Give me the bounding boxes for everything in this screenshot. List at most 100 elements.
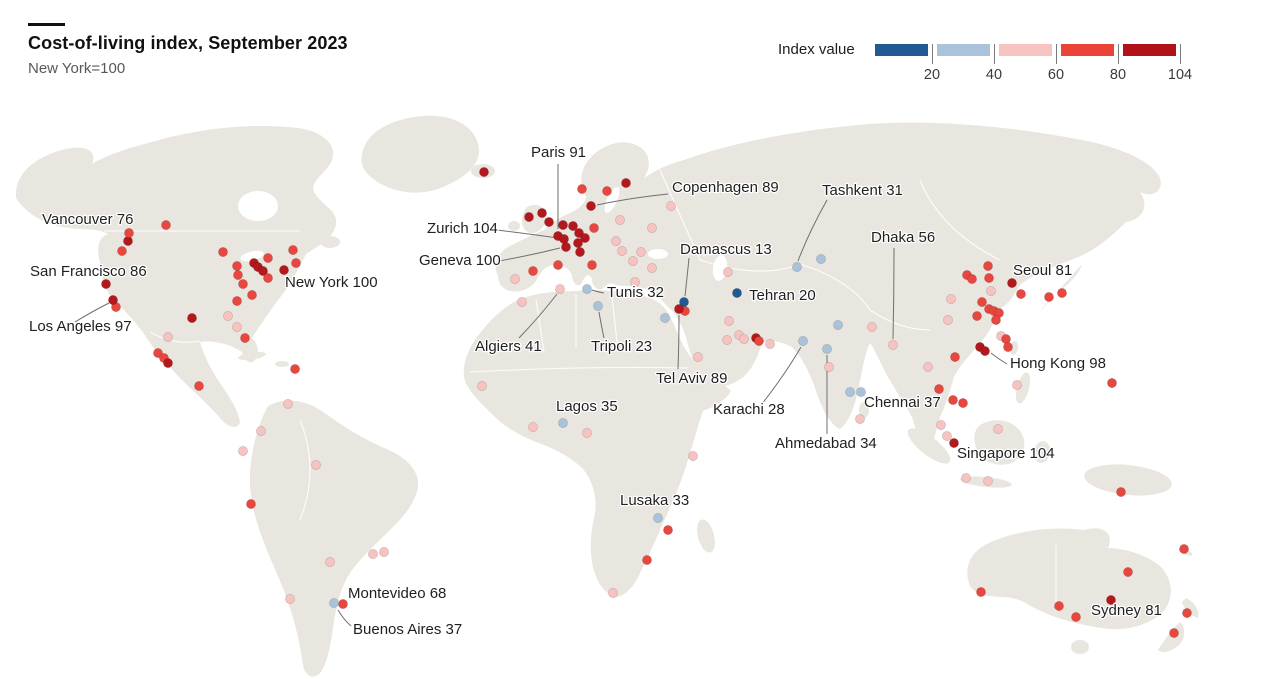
- city-dot-new-york: [279, 265, 289, 275]
- city-dot: [723, 267, 733, 277]
- city-dot: [936, 420, 946, 430]
- city-dot: [972, 311, 982, 321]
- leader-line-hong-kong: [990, 352, 1008, 365]
- city-dot: [950, 352, 960, 362]
- city-dot: [238, 279, 248, 289]
- legend-tick: [994, 44, 995, 64]
- city-dot-buenos-aires: [329, 598, 339, 608]
- city-dot: [161, 220, 171, 230]
- city-label-vancouver: Vancouver 76: [42, 211, 133, 228]
- city-dot: [232, 261, 242, 271]
- city-dot-hong-kong: [980, 346, 990, 356]
- landmass-taiwan: [1009, 341, 1019, 355]
- city-dot: [1169, 628, 1179, 638]
- city-dot: [946, 294, 956, 304]
- city-dot-lusaka: [653, 513, 663, 523]
- leader-line-tunis: [591, 289, 605, 294]
- legend-scale: 20 40 60 80 104: [875, 38, 1235, 94]
- city-dot: [983, 476, 993, 486]
- city-dot: [943, 315, 953, 325]
- city-dot: [368, 549, 378, 559]
- landmass-philippines: [1015, 372, 1031, 404]
- legend-tick: [1180, 44, 1181, 64]
- city-dot: [1179, 544, 1189, 554]
- city-dot: [1182, 608, 1192, 618]
- landmass-sulawesi: [1033, 441, 1051, 463]
- city-label-tashkent: Tashkent 31: [822, 182, 903, 199]
- landmass-ireland: [508, 221, 520, 231]
- city-dot: [477, 381, 487, 391]
- landmass-sumatra: [907, 428, 951, 464]
- landmass-madagascar: [697, 519, 715, 553]
- landmass-sri-lanka: [859, 402, 869, 418]
- city-dot: [948, 395, 958, 405]
- leader-line-tashkent: [797, 199, 828, 262]
- city-dot: [163, 358, 173, 368]
- city-dot: [246, 499, 256, 509]
- city-dot: [724, 316, 734, 326]
- landmass-newfoundland: [320, 236, 340, 248]
- city-dot: [537, 208, 547, 218]
- city-dot-algiers: [555, 284, 565, 294]
- city-dot: [288, 245, 298, 255]
- landmasses: [15, 115, 1199, 677]
- landmass-arctic-islands: [276, 149, 316, 167]
- city-dot-singapore: [949, 438, 959, 448]
- city-dot: [977, 297, 987, 307]
- city-dot: [379, 547, 389, 557]
- city-dot-damascus: [679, 297, 689, 307]
- legend-swatch: [875, 44, 928, 56]
- city-dot: [325, 557, 335, 567]
- city-dot: [991, 315, 1001, 325]
- legend-tick: [1118, 44, 1119, 64]
- landmass-hispaniola: [275, 361, 289, 367]
- legend-tick-label: 60: [1047, 67, 1065, 83]
- city-dot-copenhagen: [586, 201, 596, 211]
- city-label-montevideo: Montevideo 68: [348, 585, 446, 602]
- leader-line-dhaka: [892, 247, 895, 340]
- city-dot: [187, 313, 197, 323]
- city-dot-montevideo: [338, 599, 348, 609]
- city-dot: [568, 221, 578, 231]
- leader-line-los-angeles: [74, 302, 110, 323]
- city-dot: [1071, 612, 1081, 622]
- city-dot: [602, 186, 612, 196]
- city-label-seoul: Seoul 81: [1013, 262, 1072, 279]
- city-dot: [663, 525, 673, 535]
- city-dot: [647, 263, 657, 273]
- landmass-cuba: [238, 352, 266, 360]
- city-dot: [311, 460, 321, 470]
- city-label-tel-aviv: Tel Aviv 89: [656, 370, 727, 387]
- city-dot: [240, 333, 250, 343]
- city-dot-seoul: [1007, 278, 1017, 288]
- legend: Index value 20 40 60 80 104: [778, 38, 1248, 94]
- baltic-sea: [604, 187, 620, 213]
- landmass-arctic-islands: [212, 169, 264, 191]
- leader-line-copenhagen: [596, 193, 669, 206]
- city-dot: [976, 587, 986, 597]
- landmass-eurasia: [495, 122, 1161, 450]
- city-dot: [528, 266, 538, 276]
- city-dot: [993, 424, 1003, 434]
- city-dot: [621, 178, 631, 188]
- city-label-hong-kong: Hong Kong 98: [1010, 355, 1106, 372]
- leader-line-damascus: [684, 257, 690, 297]
- city-dot-dhaka: [888, 340, 898, 350]
- city-dot: [647, 223, 657, 233]
- city-dot: [291, 258, 301, 268]
- city-dot: [824, 362, 834, 372]
- city-label-los-angeles: Los Angeles 97: [29, 318, 132, 335]
- city-dot-tashkent: [792, 262, 802, 272]
- city-dot: [630, 277, 640, 287]
- city-dot: [510, 274, 520, 284]
- city-dot: [867, 322, 877, 332]
- city-dot: [263, 273, 273, 283]
- city-dot: [263, 253, 273, 263]
- city-dot: [587, 260, 597, 270]
- landmass-greenland: [361, 115, 480, 193]
- legend-tick: [1056, 44, 1057, 64]
- city-dot: [524, 212, 534, 222]
- city-dot: [986, 286, 996, 296]
- city-label-dhaka: Dhaka 56: [871, 229, 935, 246]
